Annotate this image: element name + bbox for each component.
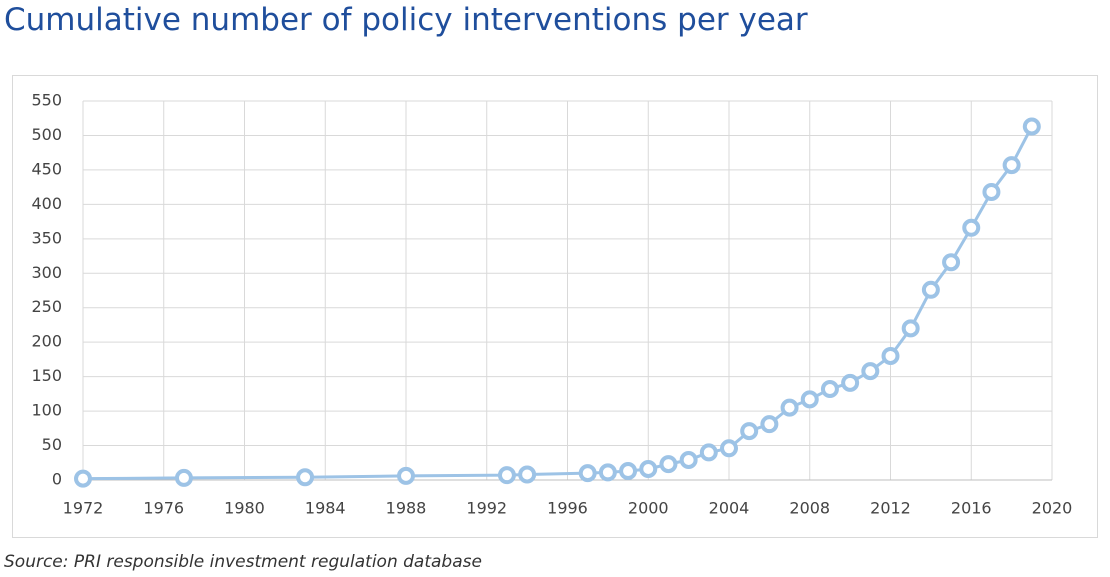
data-point: [598, 463, 617, 482]
data-point: [921, 280, 940, 299]
data-point: [699, 443, 718, 462]
y-tick-label: 150: [31, 366, 62, 385]
data-point: [639, 459, 658, 478]
y-tick-label: 200: [31, 332, 62, 351]
data-point: [841, 373, 860, 392]
chart-title: Cumulative number of policy intervention…: [4, 2, 808, 38]
data-point: [619, 462, 638, 481]
data-point: [942, 253, 961, 272]
data-line: [82, 125, 1034, 481]
data-point: [780, 398, 799, 417]
data-point: [174, 468, 193, 487]
x-tick-label: 2008: [789, 499, 830, 518]
data-point: [982, 182, 1001, 201]
y-tick-label: 100: [31, 401, 62, 420]
data-point: [861, 362, 880, 381]
y-tick-label: 450: [31, 159, 62, 178]
y-tick-label: 350: [31, 228, 62, 247]
data-point: [720, 439, 738, 458]
data-point: [820, 380, 839, 399]
data-point: [881, 346, 900, 365]
x-tick-label: 1980: [224, 499, 265, 518]
data-point: [497, 466, 516, 485]
y-tick-label: 400: [31, 194, 62, 213]
y-tick-label: 500: [31, 125, 62, 144]
data-point: [901, 319, 920, 338]
data-point: [1022, 117, 1041, 136]
x-tick-label: 1992: [466, 499, 507, 518]
x-tick-label: 1976: [143, 499, 184, 518]
x-tick-label: 2004: [709, 499, 750, 518]
x-tick-label: 1996: [547, 499, 588, 518]
data-point: [74, 469, 92, 488]
data-point: [800, 390, 819, 409]
x-tick-label: 1984: [305, 499, 346, 518]
source-note: Source: PRI responsible investment regul…: [4, 552, 482, 572]
data-point: [740, 422, 759, 441]
x-tick-label: 2020: [1032, 499, 1073, 518]
data-point: [760, 415, 779, 434]
x-tick-label: 1972: [63, 499, 104, 518]
data-point: [679, 451, 698, 470]
x-tick-label: 2012: [870, 499, 911, 518]
data-point: [296, 468, 315, 487]
y-tick-label: 250: [31, 297, 62, 316]
data-point: [962, 218, 981, 237]
data-point: [659, 455, 678, 474]
y-tick-label: 0: [52, 470, 62, 489]
chart-frame: [12, 75, 1098, 538]
data-point: [578, 464, 597, 483]
x-tick-label: 2000: [628, 499, 669, 518]
x-tick-label: 1988: [386, 499, 427, 518]
data-point: [397, 466, 415, 485]
x-tick-label: 2016: [951, 499, 992, 518]
y-tick-label: 50: [42, 435, 62, 454]
data-point: [1002, 156, 1021, 175]
y-tick-label: 550: [31, 91, 62, 110]
data-point: [518, 465, 537, 484]
y-tick-label: 300: [31, 263, 62, 282]
